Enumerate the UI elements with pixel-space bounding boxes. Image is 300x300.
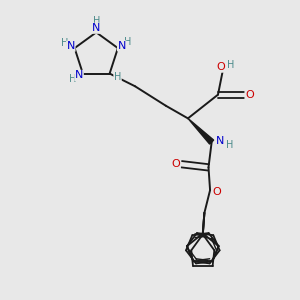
Text: H: H [61, 38, 68, 48]
Text: N: N [75, 70, 83, 80]
Text: N: N [216, 136, 224, 146]
Text: H: H [124, 37, 132, 47]
Text: H: H [226, 140, 234, 150]
Text: O: O [212, 187, 221, 197]
Text: N: N [67, 41, 75, 51]
Text: N: N [118, 41, 126, 51]
Text: O: O [217, 62, 226, 72]
Text: H: H [114, 72, 121, 82]
Text: H: H [93, 16, 100, 26]
Text: H: H [69, 74, 76, 84]
Text: O: O [245, 90, 254, 100]
Polygon shape [188, 118, 214, 144]
Text: N: N [92, 23, 100, 33]
Text: H: H [227, 60, 234, 70]
Text: O: O [172, 159, 180, 169]
